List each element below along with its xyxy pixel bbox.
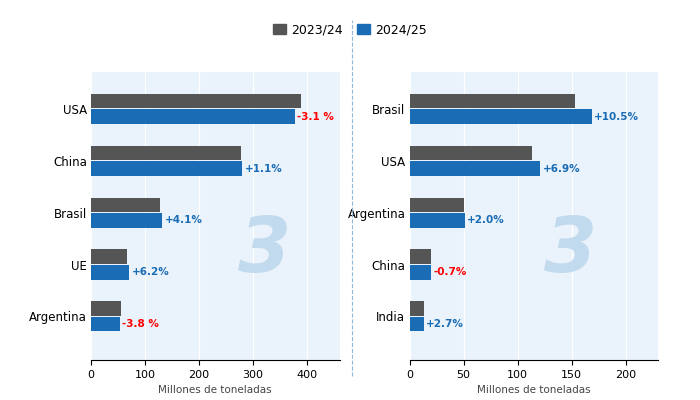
Bar — [91, 317, 120, 332]
Text: -0.7%: -0.7% — [433, 267, 466, 277]
Text: 3: 3 — [239, 214, 291, 288]
Text: -3.8 %: -3.8 % — [122, 319, 159, 329]
Bar — [91, 109, 295, 124]
Text: +6.9%: +6.9% — [542, 164, 580, 174]
Text: +6.2%: +6.2% — [132, 267, 170, 277]
Bar — [91, 213, 162, 228]
Bar — [410, 94, 575, 108]
Text: +10.5%: +10.5% — [594, 112, 639, 122]
Bar — [91, 198, 160, 212]
X-axis label: Millones de toneladas: Millones de toneladas — [477, 385, 591, 395]
Text: +2.7%: +2.7% — [426, 319, 464, 329]
Text: -3.1 %: -3.1 % — [298, 112, 334, 122]
Text: +2.0%: +2.0% — [467, 216, 505, 226]
Bar — [410, 109, 592, 124]
Text: 3: 3 — [545, 214, 598, 288]
Bar — [410, 198, 463, 212]
Legend: 2023/24, 2024/25: 2023/24, 2024/25 — [273, 24, 427, 36]
Bar — [410, 301, 424, 316]
Bar — [410, 250, 431, 264]
Bar — [410, 161, 540, 176]
Text: +1.1%: +1.1% — [245, 164, 283, 174]
Bar — [91, 265, 130, 280]
Bar — [410, 265, 431, 280]
Bar — [91, 161, 242, 176]
Bar — [91, 146, 241, 160]
Bar — [410, 317, 424, 332]
Bar — [91, 301, 120, 316]
Bar — [91, 250, 127, 264]
Bar — [410, 213, 465, 228]
Bar — [410, 146, 531, 160]
Bar — [91, 94, 301, 108]
Text: +4.1%: +4.1% — [165, 216, 203, 226]
X-axis label: Millones de toneladas: Millones de toneladas — [158, 385, 272, 395]
